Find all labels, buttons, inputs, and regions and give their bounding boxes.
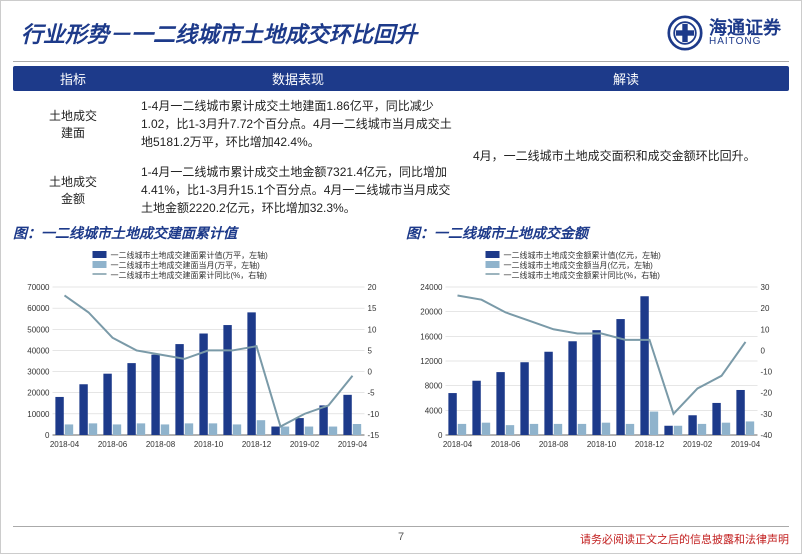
svg-text:-20: -20 <box>761 389 773 398</box>
chart2-title: 图：一二线城市土地成交金额 <box>406 223 789 243</box>
svg-text:10: 10 <box>368 325 377 334</box>
row-desc: 1-4月一二线城市累计成交土地建面1.86亿平，同比减少1.02，比1-3月升7… <box>133 97 463 151</box>
svg-text:2019-04: 2019-04 <box>731 440 761 449</box>
svg-text:10: 10 <box>761 325 770 334</box>
svg-text:-5: -5 <box>368 389 376 398</box>
svg-text:60000: 60000 <box>27 304 50 313</box>
svg-text:2019-04: 2019-04 <box>338 440 368 449</box>
logo-icon <box>667 15 703 51</box>
chart2-svg: 一二线城市土地成交金额累计值(亿元，左轴)一二线城市土地成交金额当月(亿元，左轴… <box>406 247 789 457</box>
svg-text:一二线城市土地成交金额当月(亿元，左轴): 一二线城市土地成交金额当月(亿元，左轴) <box>504 260 654 270</box>
svg-text:2018-12: 2018-12 <box>242 440 272 449</box>
th-data: 数据表现 <box>133 66 463 91</box>
slide-header: 行业形势－一二线城市土地成交环比回升 海通证券 HAITONG <box>1 1 801 61</box>
svg-text:20: 20 <box>368 283 377 292</box>
svg-text:-40: -40 <box>761 431 773 440</box>
svg-text:2018-04: 2018-04 <box>443 440 473 449</box>
svg-text:0: 0 <box>368 368 373 377</box>
chart1-svg: 一二线城市土地成交建面累计值(万平，左轴)一二线城市土地成交建面当月(万平，左轴… <box>13 247 396 457</box>
svg-text:2018-08: 2018-08 <box>146 440 176 449</box>
svg-text:12000: 12000 <box>420 357 443 366</box>
row-label: 土地成交 金额 <box>13 173 133 207</box>
row-desc: 1-4月一二线城市累计成交土地金额7321.4亿元，同比增加4.41%，比1-3… <box>133 163 463 217</box>
svg-text:-15: -15 <box>368 431 380 440</box>
th-interpret: 解读 <box>463 66 789 91</box>
svg-text:20000: 20000 <box>420 308 443 317</box>
svg-text:一二线城市土地成交建面当月(万平，左轴): 一二线城市土地成交建面当月(万平，左轴) <box>111 260 261 270</box>
logo-text-cn: 海通证券 <box>709 19 781 37</box>
chart-right: 图：一二线城市土地成交金额 一二线城市土地成交金额累计值(亿元，左轴)一二线城市… <box>406 223 789 462</box>
svg-text:40000: 40000 <box>27 346 50 355</box>
svg-text:2019-02: 2019-02 <box>290 440 320 449</box>
svg-text:-10: -10 <box>761 368 773 377</box>
svg-text:2018-12: 2018-12 <box>635 440 665 449</box>
svg-text:30: 30 <box>761 283 770 292</box>
svg-text:24000: 24000 <box>420 283 443 292</box>
svg-text:70000: 70000 <box>27 283 50 292</box>
svg-text:4000: 4000 <box>425 406 443 415</box>
svg-text:2018-04: 2018-04 <box>50 440 80 449</box>
slide-title: 行业形势－一二线城市土地成交环比回升 <box>21 17 417 49</box>
svg-text:5: 5 <box>368 346 373 355</box>
svg-text:一二线城市土地成交金额累计同比(%，右轴): 一二线城市土地成交金额累计同比(%，右轴) <box>504 270 661 280</box>
charts-row: 图：一二线城市土地成交建面累计值 一二线城市土地成交建面累计值(万平，左轴)一二… <box>13 223 789 462</box>
svg-text:2018-06: 2018-06 <box>491 440 521 449</box>
svg-text:-30: -30 <box>761 410 773 419</box>
logo-text-en: HAITONG <box>709 37 781 47</box>
svg-text:2018-08: 2018-08 <box>539 440 569 449</box>
svg-text:0: 0 <box>761 346 766 355</box>
svg-text:-10: -10 <box>368 410 380 419</box>
company-logo: 海通证券 HAITONG <box>667 15 781 51</box>
svg-text:30000: 30000 <box>27 368 50 377</box>
interpretation-cell: 4月，一二线城市土地成交面积和成交金额环比回升。 <box>463 91 789 223</box>
table-row: 土地成交 金额 1-4月一二线城市累计成交土地金额7321.4亿元，同比增加4.… <box>13 157 463 223</box>
svg-text:0: 0 <box>438 431 443 440</box>
svg-text:16000: 16000 <box>420 332 443 341</box>
svg-text:0: 0 <box>45 431 50 440</box>
svg-text:2019-02: 2019-02 <box>683 440 713 449</box>
svg-text:8000: 8000 <box>425 382 443 391</box>
svg-text:2018-10: 2018-10 <box>587 440 617 449</box>
svg-text:2018-06: 2018-06 <box>98 440 128 449</box>
svg-text:2018-10: 2018-10 <box>194 440 224 449</box>
svg-text:15: 15 <box>368 304 377 313</box>
svg-text:一二线城市土地成交建面累计同比(%，右轴): 一二线城市土地成交建面累计同比(%，右轴) <box>111 270 268 280</box>
table-row: 土地成交 建面 1-4月一二线城市累计成交土地建面1.86亿平，同比减少1.02… <box>13 91 463 157</box>
svg-text:一二线城市土地成交建面累计值(万平，左轴): 一二线城市土地成交建面累计值(万平，左轴) <box>111 250 269 260</box>
th-indicator: 指标 <box>13 66 133 91</box>
slide-footer: 7 请务必阅读正文之后的信息披露和法律声明 <box>13 526 789 547</box>
table-header-row: 指标 数据表现 解读 <box>13 66 789 91</box>
page-number: 7 <box>398 531 404 543</box>
svg-text:10000: 10000 <box>27 410 50 419</box>
svg-text:一二线城市土地成交金额累计值(亿元，左轴): 一二线城市土地成交金额累计值(亿元，左轴) <box>504 250 662 260</box>
chart-left: 图：一二线城市土地成交建面累计值 一二线城市土地成交建面累计值(万平，左轴)一二… <box>13 223 396 462</box>
disclaimer-text: 请务必阅读正文之后的信息披露和法律声明 <box>580 531 789 547</box>
table-body: 土地成交 建面 1-4月一二线城市累计成交土地建面1.86亿平，同比减少1.02… <box>13 91 789 223</box>
header-divider <box>13 61 789 62</box>
svg-text:20: 20 <box>761 304 770 313</box>
svg-text:50000: 50000 <box>27 325 50 334</box>
chart1-title: 图：一二线城市土地成交建面累计值 <box>13 223 396 243</box>
svg-text:20000: 20000 <box>27 389 50 398</box>
row-label: 土地成交 建面 <box>13 107 133 141</box>
